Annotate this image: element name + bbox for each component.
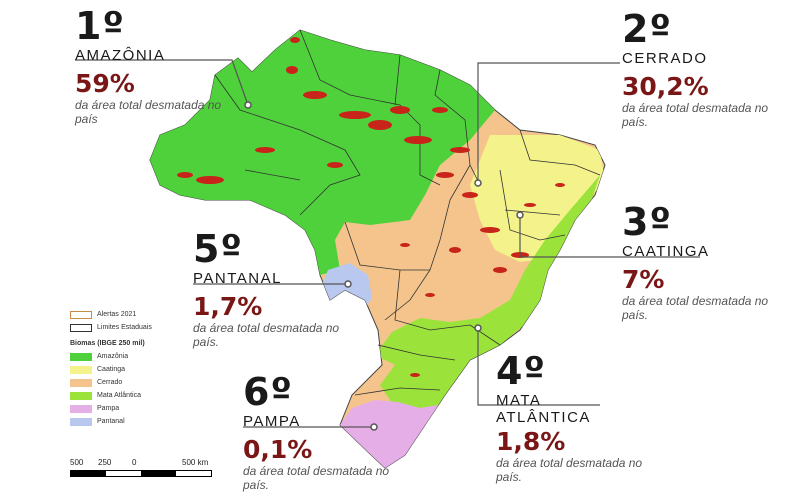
legend-biome-list: Amazônia Caatinga Cerrado Mata Atlântica Pam… (70, 350, 152, 428)
percent-value: 1,7% (193, 292, 263, 321)
deforestation-alerts (177, 37, 565, 377)
rank-label: 3º (622, 200, 672, 244)
callout-amazonia: 1º AMAZÔNIA 59% da área total desmatada … (75, 7, 225, 126)
alert-swatch (70, 310, 92, 319)
legend-label: Caatinga (97, 366, 126, 373)
state-boundaries (214, 29, 601, 396)
legend-swatch (70, 417, 92, 426)
scale-label: 0 (132, 458, 137, 467)
percent-value: 0,1% (243, 435, 313, 464)
rank-label: 1º (75, 4, 125, 48)
biome-name: MATA ATLÂNTICA (496, 392, 591, 426)
percent-description: da área total desmatada no país. (193, 321, 340, 349)
legend-item: Caatinga (70, 363, 152, 376)
biome-name: CERRADO (622, 50, 708, 67)
legend-item: Mata Atlântica (70, 389, 152, 402)
legend-swatch (70, 352, 92, 361)
legend-swatch (70, 391, 92, 400)
percent-value: 59% (75, 69, 135, 98)
boundary-swatch (70, 323, 92, 332)
percent-description: da área total desmatada no país. (622, 101, 769, 129)
callout-markers (244, 101, 524, 431)
legend-label: Pampa (97, 405, 120, 412)
percent-description: da área total desmatada no país. (622, 294, 769, 322)
biome-name: CAATINGA (622, 243, 710, 260)
scale-graphic (70, 470, 212, 477)
rank-label: 5º (193, 227, 243, 271)
legend-label: Cerrado (97, 379, 123, 386)
percent-description: da área total desmatada no país. (243, 464, 390, 492)
biome-mata-atlantica (375, 175, 600, 430)
percent-value: 1,8% (496, 427, 566, 456)
callout-leaders (75, 59, 700, 428)
legend-item-limites: Limites Estaduais (70, 321, 152, 334)
callout-caatinga: 3º CAATINGA 7% da área total desmatada n… (622, 203, 772, 322)
biome-caatinga (470, 135, 605, 262)
callout-mata-atlantica: 4º MATA ATLÂNTICA 1,8% da área total des… (496, 352, 646, 484)
scale-label: 500 (70, 458, 84, 467)
scale-labels: 500 250 0 500 km (70, 458, 220, 468)
legend-swatch (70, 378, 92, 387)
legend-item: Cerrado (70, 376, 152, 389)
biome-amazonia (150, 30, 500, 275)
percent-description: da área total desmatada no país. (496, 456, 643, 484)
scale-label: 500 km (182, 458, 209, 467)
percent-value: 30,2% (622, 72, 709, 101)
legend-label: Amazônia (97, 353, 129, 360)
percent-value: 7% (622, 265, 665, 294)
legend-label: Limites Estaduais (97, 324, 152, 331)
scale-bar: 500 250 0 500 km (70, 458, 220, 477)
legend-swatch (70, 404, 92, 413)
rank-label: 4º (496, 349, 546, 393)
legend-label: Pantanal (97, 418, 125, 425)
legend-item: Amazônia (70, 350, 152, 363)
callout-pampa: 6º PAMPA 0,1% da área total desmatada no… (243, 373, 393, 492)
legend-swatch (70, 365, 92, 374)
biome-name: PAMPA (243, 413, 301, 430)
percent-description: da área total desmatada no país (75, 98, 222, 126)
legend-item: Pampa (70, 402, 152, 415)
biome-name: AMAZÔNIA (75, 47, 166, 64)
legend-label: Alertas 2021 (97, 311, 137, 318)
legend-title: Biomas (IBGE 250 mil) (70, 340, 145, 347)
scale-label: 250 (98, 458, 112, 467)
legend-item: Pantanal (70, 415, 152, 428)
legend-item-alertas: Alertas 2021 (70, 308, 152, 321)
rank-label: 2º (622, 7, 672, 51)
callout-pantanal: 5º PANTANAL 1,7% da área total desmatada… (193, 230, 343, 349)
biome-name: PANTANAL (193, 270, 282, 287)
callout-cerrado: 2º CERRADO 30,2% da área total desmatada… (622, 10, 772, 129)
rank-label: 6º (243, 370, 293, 414)
legend-label: Mata Atlântica (97, 392, 141, 399)
map-legend: Alertas 2021 Limites Estaduais Biomas (I… (70, 308, 152, 428)
